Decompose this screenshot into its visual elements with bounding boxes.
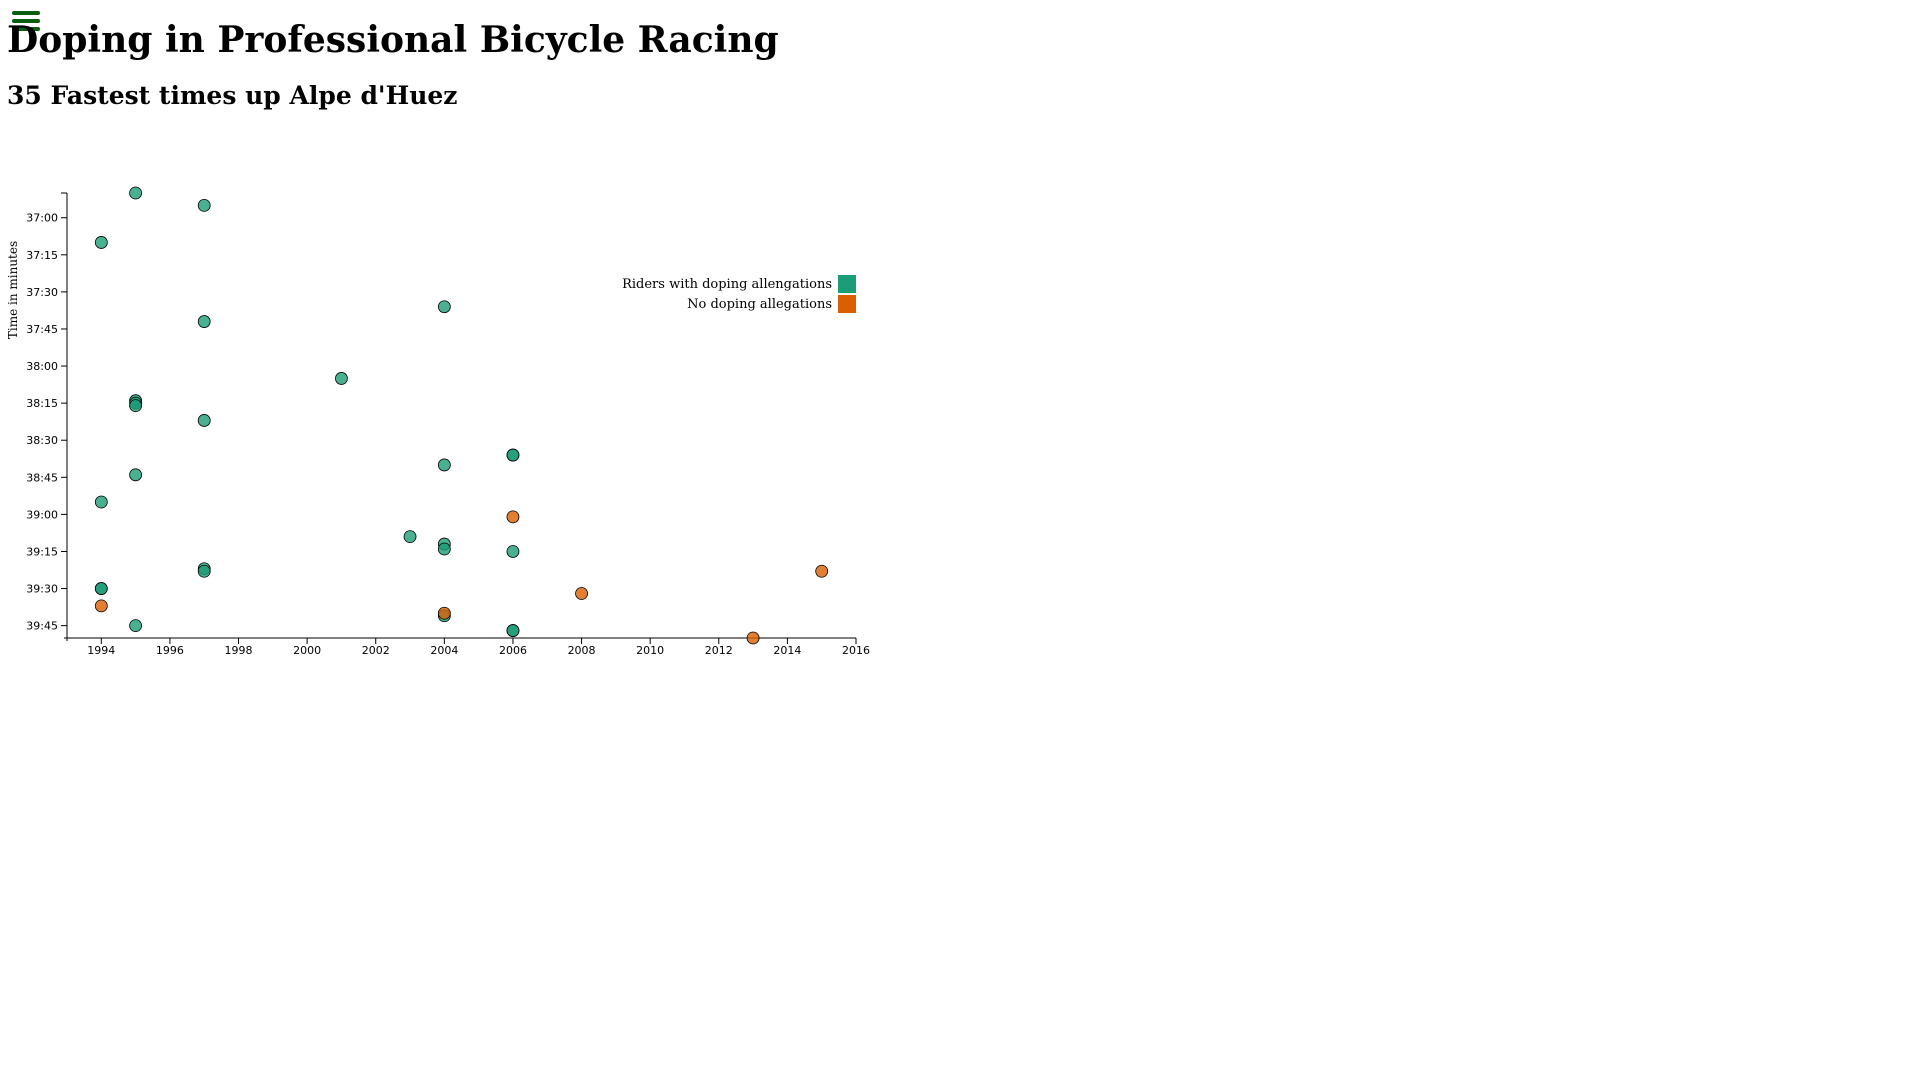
data-point xyxy=(94,495,108,509)
y-tick-label: 38:45 xyxy=(26,471,58,484)
y-tick-label: 39:00 xyxy=(26,508,58,521)
data-point xyxy=(129,619,143,633)
x-tick-label: 2014 xyxy=(773,644,801,657)
data-point xyxy=(506,510,520,524)
data-point xyxy=(437,606,451,620)
data-point xyxy=(575,587,588,600)
legend-swatch xyxy=(838,275,856,293)
y-tick-label: 37:00 xyxy=(26,212,58,225)
data-point xyxy=(815,564,829,578)
data-point xyxy=(129,399,143,413)
data-point xyxy=(403,530,417,544)
x-tick-label: 1998 xyxy=(225,644,253,657)
x-tick-label: 2002 xyxy=(362,644,390,657)
legend-swatch xyxy=(838,295,856,313)
page-title: Doping in Professional Bicycle Racing xyxy=(7,19,779,61)
menu-bar xyxy=(12,27,40,31)
x-tick-label: 2000 xyxy=(293,644,321,657)
x-tick-label: 2012 xyxy=(705,644,733,657)
data-point xyxy=(437,300,451,314)
x-tick-label: 2008 xyxy=(568,644,596,657)
y-tick-label: 39:45 xyxy=(26,620,58,633)
data-point xyxy=(197,198,211,212)
data-point xyxy=(129,468,143,482)
page-subtitle: 35 Fastest times up Alpe d'Huez xyxy=(7,81,458,110)
menu-bar xyxy=(12,11,40,15)
y-tick-label: 38:30 xyxy=(26,434,58,447)
legend-label: Riders with doping allengations xyxy=(622,277,832,292)
data-point xyxy=(94,236,108,249)
x-tick-label: 1996 xyxy=(156,644,184,657)
y-tick-label: 38:00 xyxy=(26,360,58,373)
x-tick-label: 2004 xyxy=(430,644,458,657)
data-point xyxy=(197,564,211,578)
y-tick-label: 37:15 xyxy=(26,249,58,262)
y-tick-label: 37:45 xyxy=(26,323,58,336)
y-tick-label: 39:15 xyxy=(26,545,58,558)
data-point xyxy=(506,448,520,462)
data-point xyxy=(94,599,108,613)
data-point xyxy=(746,631,760,645)
y-axis-title: Time in minutes xyxy=(6,241,20,339)
x-tick-label: 2006 xyxy=(499,644,527,657)
hamburger-menu-icon[interactable] xyxy=(12,11,40,31)
chart-legend: Riders with doping allengations No doping… xyxy=(622,275,856,313)
y-tick-label: 37:30 xyxy=(26,286,58,299)
data-point xyxy=(197,315,211,328)
data-point xyxy=(437,542,451,556)
x-tick-label: 2016 xyxy=(842,644,870,657)
data-point xyxy=(129,186,143,200)
menu-bar xyxy=(12,19,40,23)
y-tick-label: 38:15 xyxy=(26,397,58,410)
y-tick-label: 39:30 xyxy=(26,583,58,596)
x-tick-label: 1994 xyxy=(87,644,115,657)
data-point xyxy=(506,624,520,637)
chart-points xyxy=(94,186,829,645)
x-tick-label: 2010 xyxy=(636,644,664,657)
legend-label: No doping allegations xyxy=(687,297,832,312)
data-point xyxy=(197,414,211,427)
data-point xyxy=(335,372,348,385)
data-point xyxy=(437,458,451,472)
chart-axes: 1994 1996 1998 2000 2002 2004 2006 2008 2010 2012… xyxy=(6,192,870,657)
data-point xyxy=(506,545,520,558)
data-point xyxy=(94,582,108,595)
